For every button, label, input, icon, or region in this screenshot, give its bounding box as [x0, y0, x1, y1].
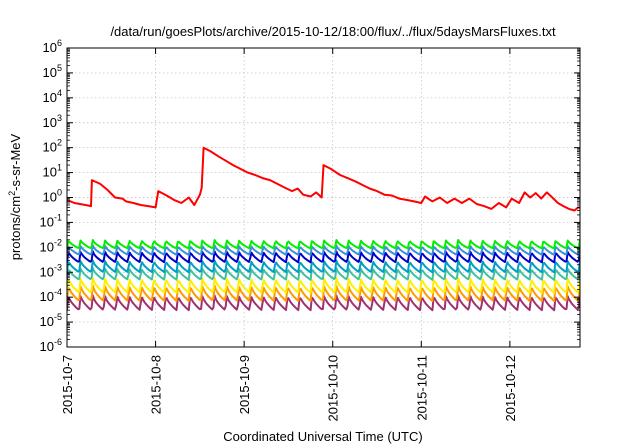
series-line	[67, 294, 580, 312]
y-tick-label: 105	[43, 63, 62, 80]
series-line	[67, 284, 580, 302]
data-series	[67, 146, 580, 312]
y-tick-label: 102	[43, 138, 62, 155]
series-line	[67, 267, 580, 281]
x-tick-label: 2015-10-12	[503, 355, 518, 422]
y-tick-label: 10-3	[40, 262, 62, 279]
y-tick-label: 100	[43, 188, 62, 205]
y-tick-label: 101	[43, 163, 62, 180]
y-tick-label: 103	[43, 113, 62, 130]
x-tick-label: 2015-10-7	[60, 355, 75, 414]
y-tick-label: 106	[43, 38, 62, 55]
x-axis: 2015-10-7 2015-10-8 2015-10-9 2015-10-10 201…	[60, 48, 518, 422]
y-tick-label: 104	[43, 88, 62, 105]
series-line	[67, 146, 580, 212]
y-tick-label: 10-2	[40, 237, 62, 254]
y-tick-label: 10-5	[40, 312, 62, 329]
y-axis: 10-6 10-5 10-4 10-3 10-2 10-1 100 101 102 103 104 1…	[40, 38, 580, 354]
y-tick-label: 10-4	[40, 287, 62, 304]
y-tick-label: 10-1	[40, 212, 62, 229]
y-axis-label-sup: 2	[7, 191, 17, 196]
series-line	[67, 244, 580, 256]
y-axis-label: protons/cm2-s-sr-MeV	[7, 133, 23, 260]
x-tick-label: 2015-10-9	[237, 355, 252, 414]
series-line	[67, 239, 580, 250]
x-tick-label: 2015-10-10	[326, 355, 341, 422]
chart-title: /data/run/goesPlots/archive/2015-10-12/1…	[110, 24, 556, 39]
series-line	[67, 250, 580, 264]
x-tick-label: 2015-10-8	[149, 355, 164, 414]
y-tick-label: 10-6	[40, 337, 62, 354]
y-axis-label-post: -s-sr-MeV	[8, 133, 23, 190]
series-line	[67, 259, 580, 274]
y-axis-label-pre: protons/cm	[8, 196, 23, 260]
x-tick-label: 2015-10-11	[414, 355, 429, 421]
x-axis-label: Coordinated Universal Time (UTC)	[223, 429, 422, 444]
series-line	[67, 277, 580, 294]
